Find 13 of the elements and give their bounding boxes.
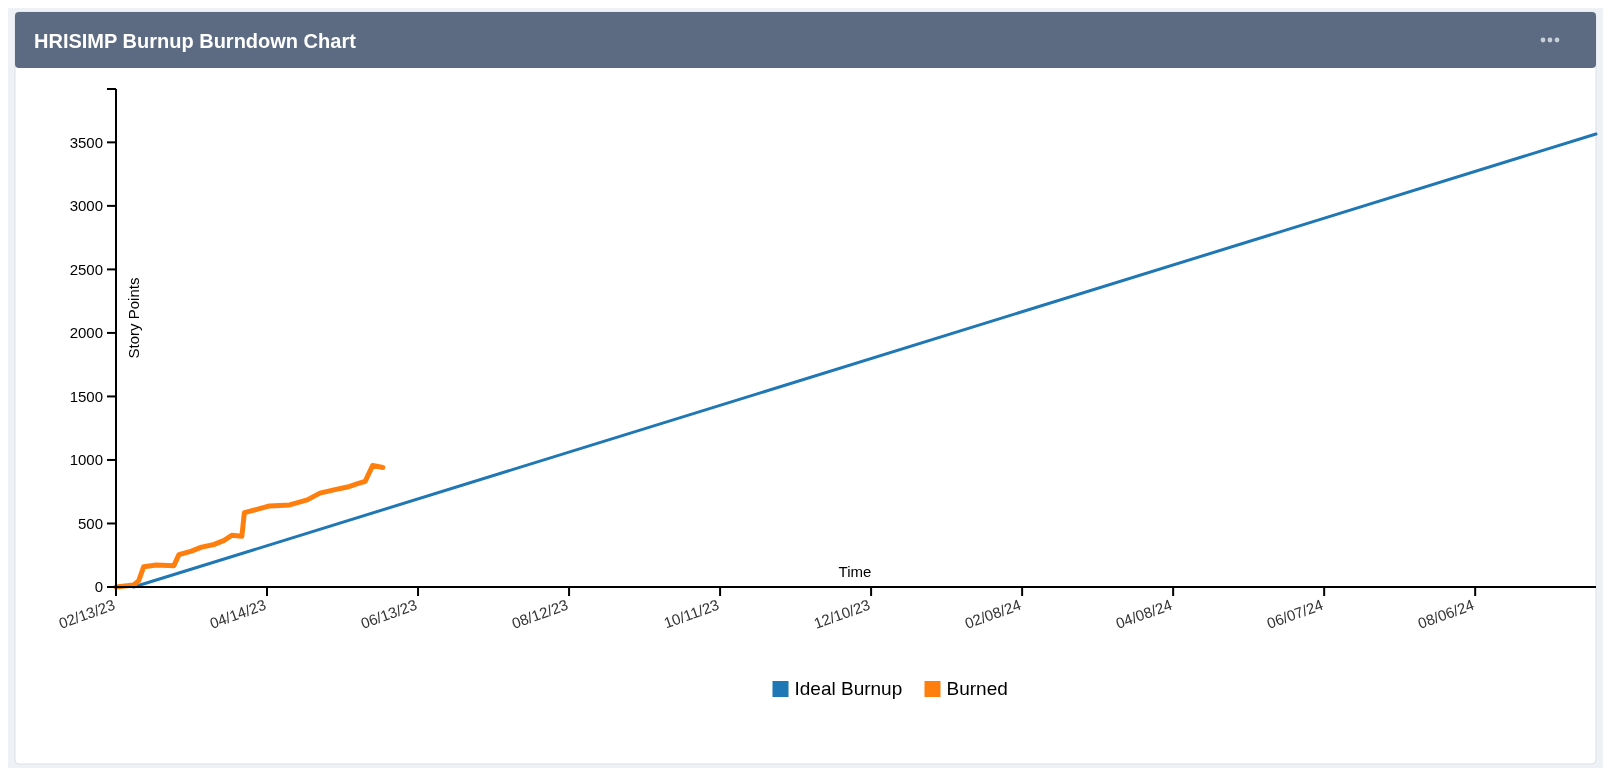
chart-title: HRISIMP Burnup Burndown Chart bbox=[34, 30, 357, 52]
y-tick-label: 500 bbox=[77, 514, 103, 532]
y-tick-label: 3500 bbox=[69, 133, 103, 151]
y-tick-label: 2500 bbox=[69, 260, 103, 278]
y-axis-title: Story Points bbox=[125, 277, 142, 359]
y-tick-label: 2000 bbox=[69, 324, 103, 342]
y-tick-label: 1000 bbox=[69, 451, 103, 469]
x-axis-title: Time bbox=[838, 563, 872, 580]
y-tick-label: 1500 bbox=[69, 387, 103, 405]
y-tick-label: 0 bbox=[94, 578, 103, 596]
y-tick-label: 3000 bbox=[69, 197, 103, 215]
legend-label: Burned bbox=[946, 678, 1008, 699]
legend-label: Ideal Burnup bbox=[794, 678, 903, 699]
